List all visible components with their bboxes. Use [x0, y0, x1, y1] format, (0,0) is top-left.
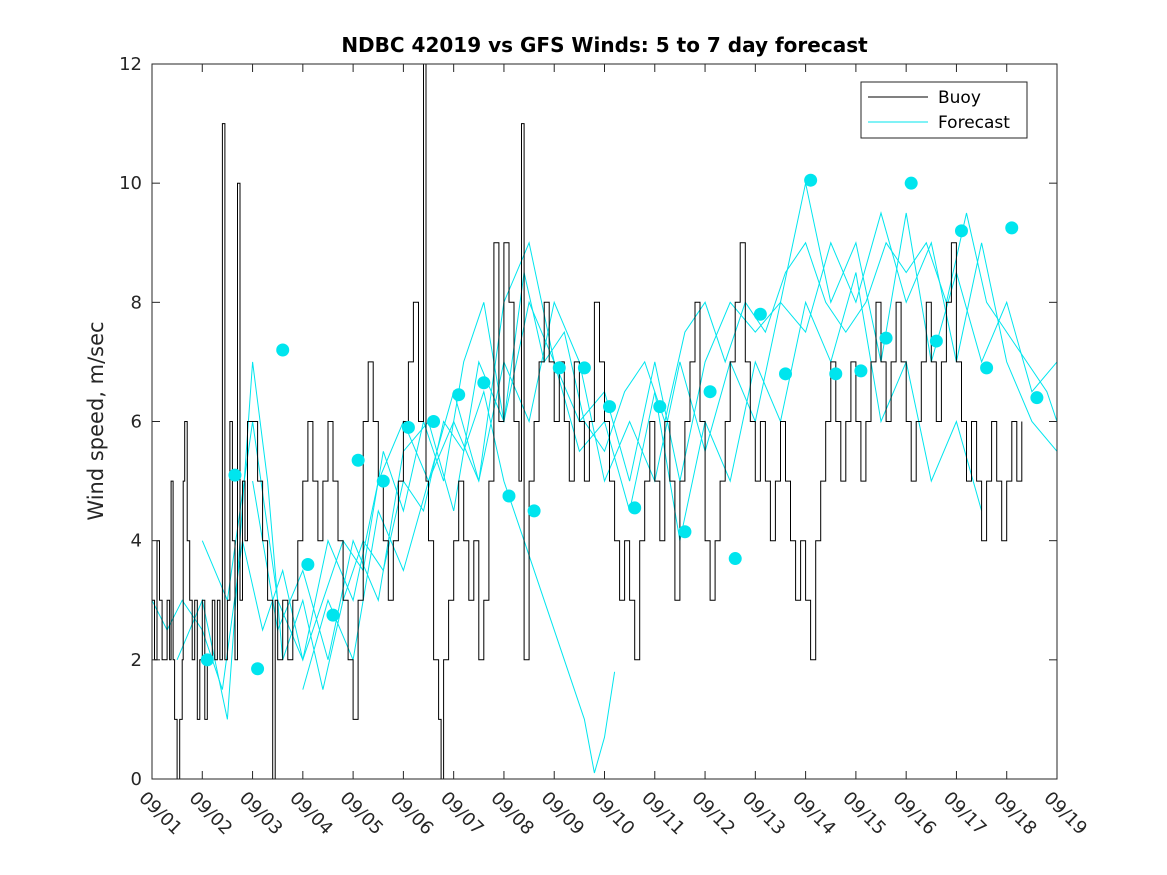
- forecast-marker: [228, 468, 242, 482]
- forecast-marker: [628, 501, 642, 515]
- y-tick-label: 6: [131, 412, 142, 433]
- legend-label-forecast: Forecast: [938, 113, 1010, 133]
- forecast-marker: [477, 376, 491, 390]
- legend: Buoy Forecast: [860, 81, 1028, 139]
- y-tick-label: 10: [119, 173, 142, 194]
- forecast-line-3: [252, 272, 983, 660]
- forecast-marker: [251, 662, 265, 676]
- forecast-marker: [753, 307, 767, 321]
- forecast-marker: [703, 385, 717, 399]
- y-tick-label: 2: [131, 650, 142, 671]
- forecast-marker: [980, 361, 994, 375]
- forecast-marker: [728, 552, 742, 566]
- forecast-line-1: [176, 361, 616, 774]
- forecast-marker: [678, 525, 692, 539]
- forecast-marker: [804, 173, 818, 187]
- legend-box: [860, 81, 1028, 139]
- forecast-marker: [829, 367, 843, 381]
- forecast-marker: [326, 608, 340, 622]
- forecast-marker: [854, 364, 868, 378]
- forecast-marker: [351, 453, 365, 467]
- forecast-marker: [452, 388, 466, 402]
- y-tick-label: 4: [131, 531, 142, 552]
- y-axis: 0 2 4 6 8 10 12: [119, 54, 1057, 790]
- forecast-marker: [301, 558, 315, 571]
- forecast-marker: [200, 653, 214, 667]
- forecast-marker: [929, 334, 943, 348]
- forecast-markers: [200, 173, 1044, 676]
- forecast-marker: [376, 474, 390, 488]
- forecast-marker: [879, 331, 893, 345]
- chart-title: NDBC 42019 vs GFS Winds: 5 to 7 day fore…: [341, 33, 868, 57]
- forecast-marker: [502, 489, 516, 503]
- forecast-marker: [653, 400, 667, 414]
- forecast-marker: [276, 343, 290, 357]
- forecast-marker: [577, 361, 591, 375]
- y-tick-label: 8: [131, 292, 142, 313]
- buoy-line: [152, 63, 1023, 780]
- forecast-marker: [401, 420, 415, 434]
- y-axis-label: Wind speed, m/sec: [84, 321, 108, 520]
- forecast-line-0: [151, 212, 1058, 690]
- forecast-marker: [603, 400, 617, 414]
- forecast-marker: [954, 224, 968, 238]
- legend-label-buoy: Buoy: [938, 88, 981, 108]
- forecast-marker: [904, 176, 918, 190]
- forecast-marker: [552, 361, 566, 375]
- y-tick-label: 12: [119, 54, 142, 75]
- buoy-line-group: [152, 63, 1023, 780]
- forecast-marker: [779, 367, 792, 381]
- forecast-marker: [1005, 221, 1019, 235]
- forecast-marker: [1030, 391, 1044, 405]
- forecast-marker: [427, 415, 441, 428]
- y-tick-label: 0: [131, 769, 142, 790]
- forecast-marker: [527, 504, 541, 518]
